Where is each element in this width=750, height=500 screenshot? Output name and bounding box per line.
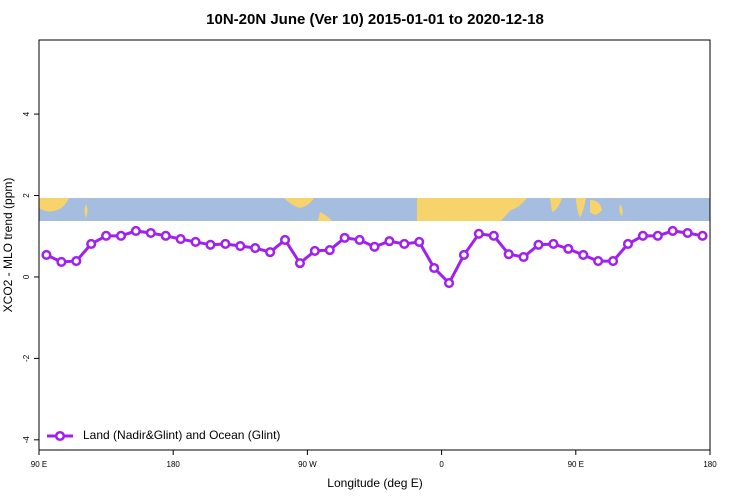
point (458, 249, 470, 261)
point (86, 238, 97, 250)
point (429, 262, 440, 274)
point (250, 243, 261, 254)
map-band (39, 198, 710, 221)
point (578, 249, 589, 261)
land (284, 198, 314, 208)
point (488, 230, 499, 241)
point (637, 230, 648, 241)
land (619, 204, 623, 216)
point (160, 230, 171, 241)
point (652, 230, 663, 241)
y-tick-label: -2 (22, 354, 31, 362)
point (56, 256, 67, 267)
point (414, 236, 425, 247)
y-axis-label: XCO2 - MLO trend (ppm) (1, 178, 15, 313)
point (175, 234, 186, 245)
point (384, 236, 395, 247)
land (576, 198, 586, 218)
point (294, 258, 305, 269)
land (417, 198, 527, 221)
point (473, 228, 484, 239)
point (667, 225, 678, 237)
y-tick-label: -4 (22, 436, 31, 444)
point (101, 230, 112, 241)
ocean (39, 198, 710, 221)
land (318, 212, 332, 221)
point (518, 251, 529, 263)
land (39, 198, 69, 212)
chart-title: 10N-20N June (Ver 10) 2015-01-01 to 2020… (206, 11, 544, 28)
x-axis-label: Longitude (deg E) (327, 476, 422, 490)
legend-marker (54, 430, 66, 442)
legend-label: Land (Nadir&Glint) and Ocean (Glint) (83, 428, 280, 442)
point (503, 249, 514, 260)
point (622, 238, 634, 250)
y-tick-label: 0 (22, 274, 31, 279)
land (590, 200, 602, 215)
x-tick-label: 0 (439, 460, 444, 469)
point (205, 239, 216, 250)
y-tick-label: 2 (22, 193, 31, 198)
x-tick-label: 90 E (568, 460, 584, 469)
point (279, 234, 291, 245)
x-tick-label: 90 W (298, 460, 317, 469)
point (145, 227, 156, 239)
point (339, 232, 350, 243)
land (84, 204, 88, 218)
point (71, 256, 82, 267)
point (563, 243, 574, 254)
point (235, 240, 246, 252)
point (399, 238, 410, 250)
land (550, 198, 562, 212)
point (220, 238, 231, 250)
point (41, 249, 52, 261)
point (354, 234, 365, 245)
point (548, 238, 559, 250)
point (265, 247, 276, 258)
x-tick-label: 180 (703, 460, 717, 469)
plot-frame (38, 39, 711, 451)
point (682, 227, 693, 239)
point (309, 245, 320, 256)
point (369, 241, 380, 252)
point (130, 225, 141, 237)
y-tick-label: 4 (22, 111, 31, 116)
point (697, 230, 708, 241)
point (608, 256, 619, 267)
x-tick-label: 180 (167, 460, 181, 469)
point (444, 278, 455, 289)
x-tick-label: 90 E (31, 460, 47, 469)
point (324, 245, 335, 256)
point (533, 239, 544, 250)
point (190, 236, 201, 247)
point (593, 256, 604, 267)
point (115, 230, 127, 241)
